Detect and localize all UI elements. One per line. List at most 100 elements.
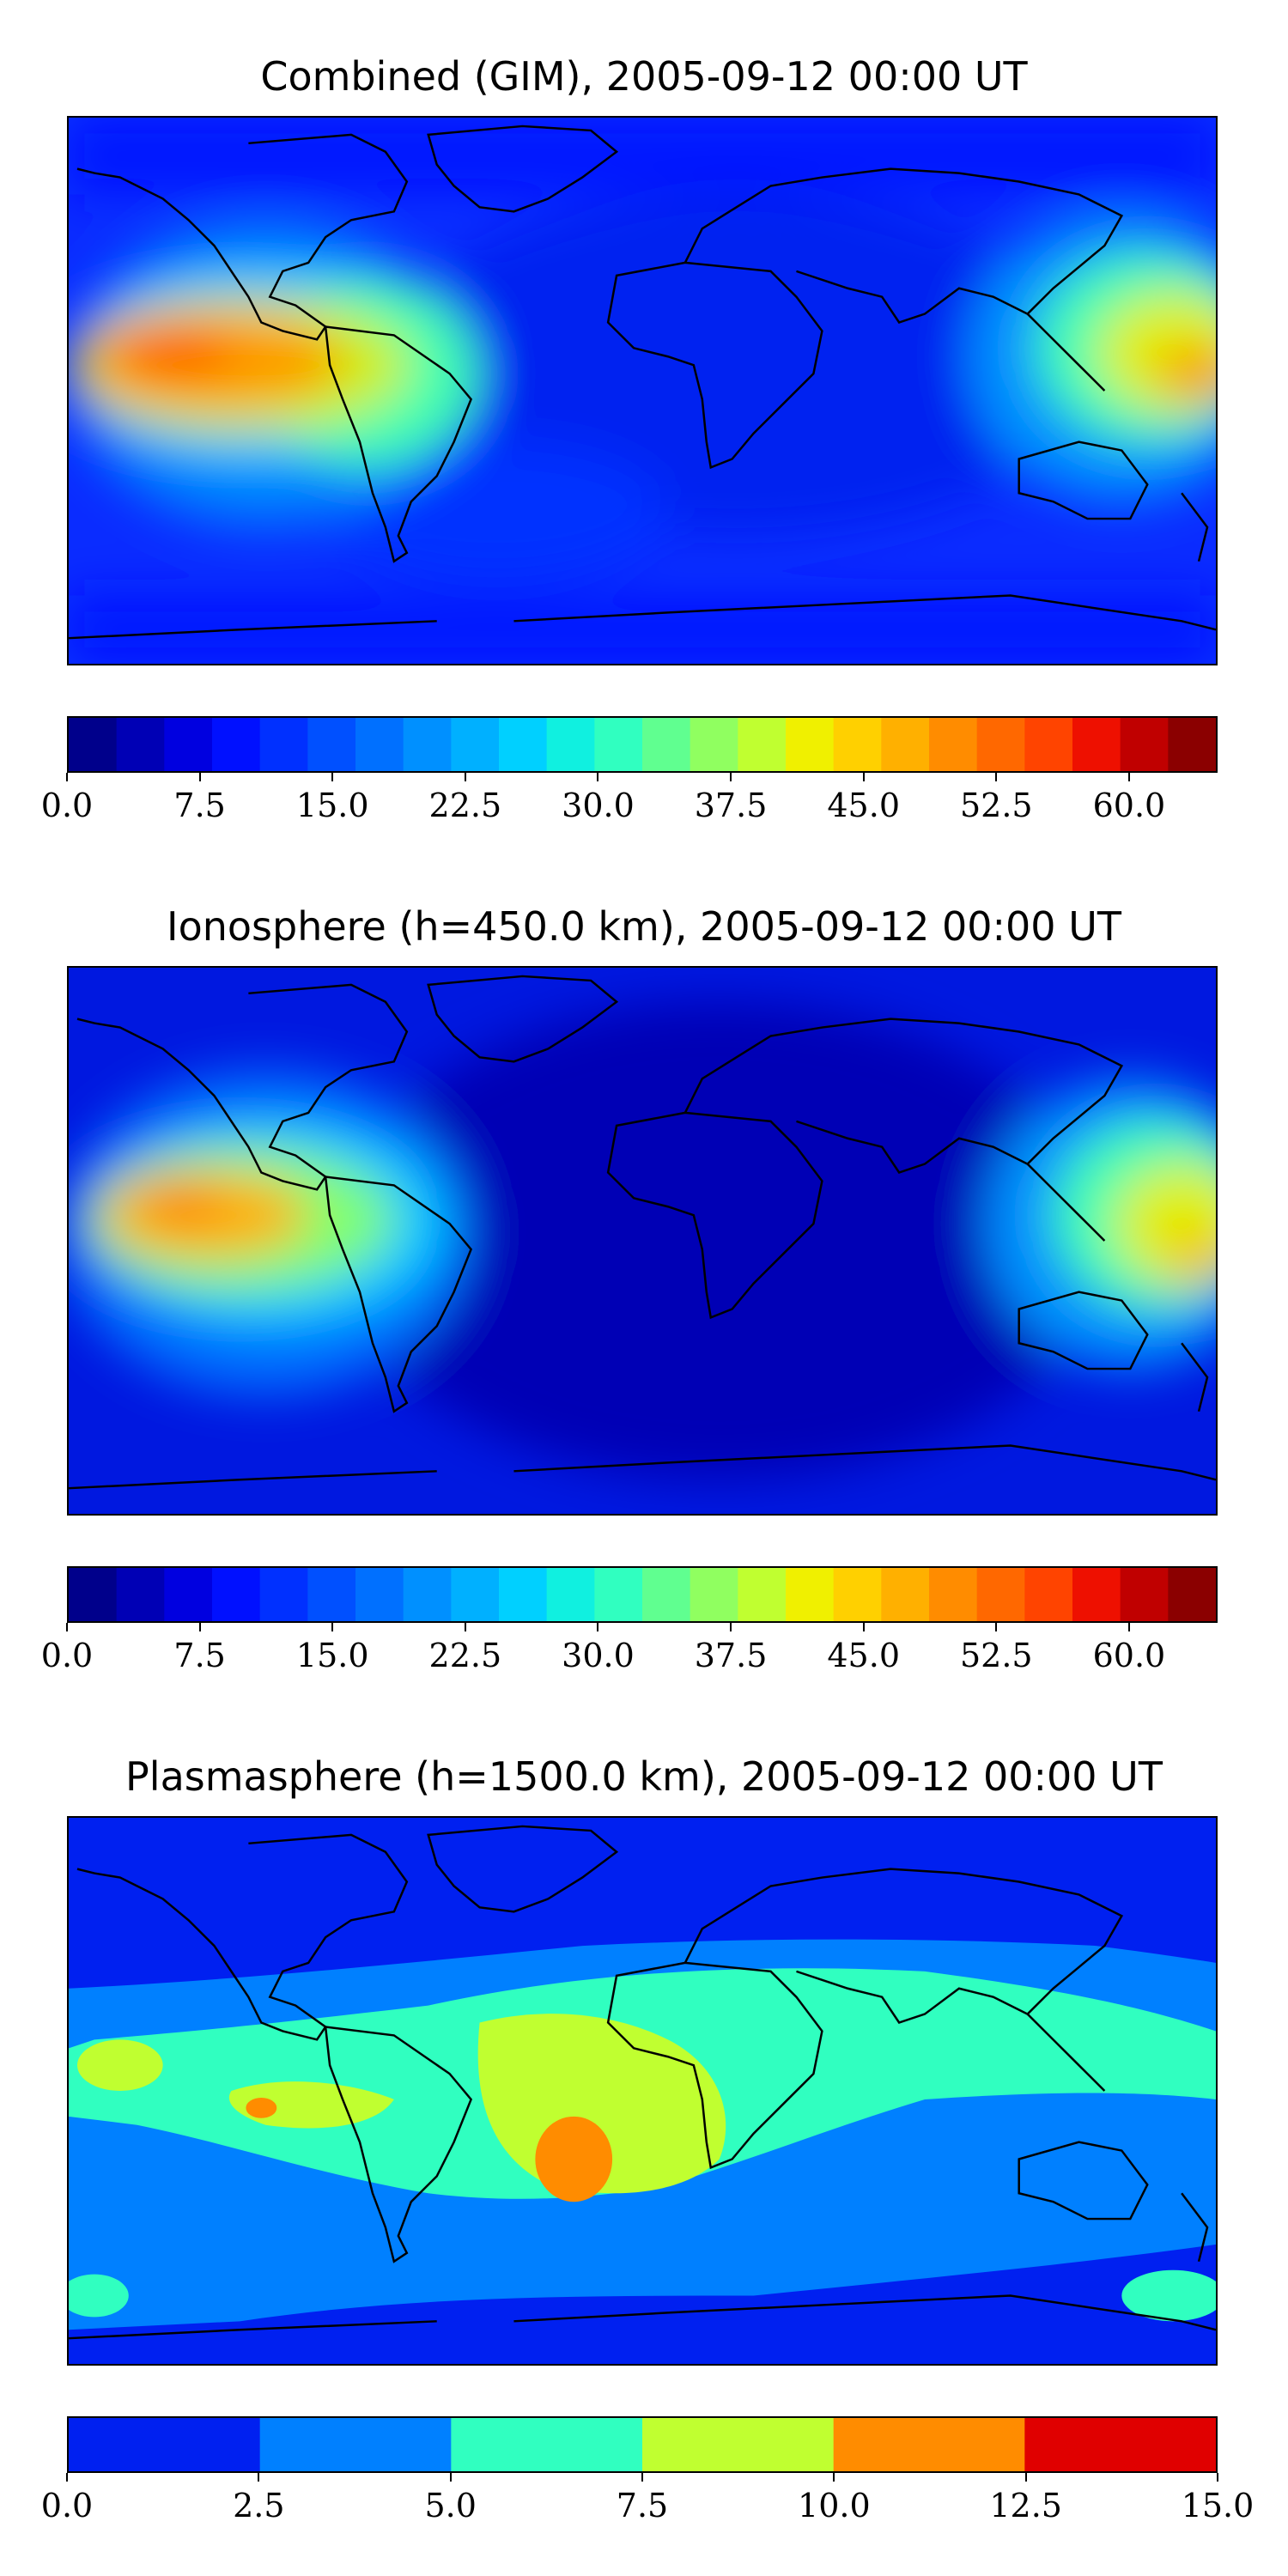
colorbar-segment <box>499 718 548 771</box>
colorbar-tick-label: 45.0 <box>827 787 900 824</box>
colorbar-tick-mark <box>258 2473 260 2482</box>
colorbar-ticks-plasmasphere: 0.0 2.5 5.0 7.5 10.0 12.5 15.0 <box>41 2473 1254 2524</box>
colorbar-segment <box>738 718 787 771</box>
colorbar-tick-label: 60.0 <box>1092 787 1166 824</box>
colorbar-tick-mark <box>1127 1623 1130 1631</box>
colorbar-plasmasphere <box>67 2416 1218 2473</box>
colorbar-tick-label: 5.0 <box>424 2487 477 2524</box>
colorbar-segment <box>976 718 1025 771</box>
colorbar-tick-label: 52.5 <box>959 1637 1033 1674</box>
colorbar-segment <box>929 1568 978 1621</box>
colorbar-tick-label: 60.0 <box>1092 1637 1166 1674</box>
colorbar-segment <box>546 1568 595 1621</box>
colorbar-segment <box>594 718 643 771</box>
colorbar-tick-mark <box>1024 2473 1027 2482</box>
colorbar-segment <box>355 718 404 771</box>
colorbar-tick-label: 10.0 <box>798 2487 871 2524</box>
colorbar-tick-mark <box>641 2473 643 2482</box>
colorbar-tick-mark <box>833 2473 835 2482</box>
colorbar-segment <box>69 2418 261 2471</box>
colorbar-segment <box>690 718 738 771</box>
colorbar-segment <box>307 718 356 771</box>
colorbar-segment <box>881 718 930 771</box>
colorbar-segment <box>307 1568 356 1621</box>
colorbar-segment <box>451 718 500 771</box>
colorbar-segment <box>69 718 118 771</box>
colorbar-tick-mark <box>66 773 68 781</box>
colorbar-tick-label: 22.5 <box>428 787 502 824</box>
colorbar-gradient-combined <box>69 718 1216 771</box>
colorbar-tick-mark <box>66 1623 68 1631</box>
colorbar-segment <box>786 1568 835 1621</box>
map-title-ionosphere: Ionosphere (h=450.0 km), 2005-09-12 00:0… <box>167 903 1121 950</box>
colorbar-segment <box>116 1568 165 1621</box>
colorbar-tick-label: 52.5 <box>959 787 1033 824</box>
colorbar-tick-label: 15.0 <box>295 787 369 824</box>
tec-map-ionosphere <box>69 968 1216 1514</box>
colorbar-tick-mark <box>730 1623 732 1631</box>
colorbar-tick-mark <box>331 773 334 781</box>
colorbar-tick-label: 0.0 <box>40 787 94 824</box>
colorbar-tick-label: 0.0 <box>40 2487 94 2524</box>
colorbar-segment <box>833 718 882 771</box>
colorbar-tick-label: 30.0 <box>562 787 635 824</box>
colorbar-tick-label: 15.0 <box>1181 2487 1255 2524</box>
colorbar-segment <box>69 1568 118 1621</box>
colorbar-ticks-ionosphere: 0.0 7.5 15.0 22.5 30.0 37.5 45.0 52.5 60.0 <box>41 1623 1218 1674</box>
colorbar-tick-mark <box>331 1623 334 1631</box>
colorbar-tick-mark <box>66 2473 68 2482</box>
colorbar-segment <box>164 718 213 771</box>
colorbar-segment <box>642 2418 835 2471</box>
map-plasmasphere <box>67 1816 1218 2366</box>
colorbar-tick-label: 30.0 <box>562 1637 635 1674</box>
colorbar-gradient-ionosphere <box>69 1568 1216 1621</box>
colorbar-tick-label: 0.0 <box>40 1637 94 1674</box>
colorbar-segment <box>690 1568 738 1621</box>
colorbar-segment <box>976 1568 1025 1621</box>
colorbar-tick-label: 37.5 <box>694 787 768 824</box>
colorbar-tick-mark <box>862 773 865 781</box>
colorbar-tick-label: 45.0 <box>827 1637 900 1674</box>
colorbar-segment <box>212 718 261 771</box>
colorbar-segment <box>594 1568 643 1621</box>
colorbar-tick-mark <box>449 2473 452 2482</box>
colorbar-tick-label: 12.5 <box>989 2487 1062 2524</box>
map-title-plasmasphere: Plasmasphere (h=1500.0 km), 2005-09-12 0… <box>125 1753 1163 1800</box>
colorbar-tick-mark <box>464 1623 466 1631</box>
coastlines <box>69 975 1216 1490</box>
colorbar-tick-mark <box>1217 2473 1218 2482</box>
colorbar-segment <box>929 718 978 771</box>
colorbar-tick-mark <box>862 1623 865 1631</box>
colorbar-tick-mark <box>1127 773 1130 781</box>
colorbar-segment <box>1024 718 1073 771</box>
colorbar-segment <box>212 1568 261 1621</box>
colorbar-tick-mark <box>198 1623 201 1631</box>
colorbar-ionosphere <box>67 1566 1218 1623</box>
colorbar-tick-label: 2.5 <box>233 2487 285 2524</box>
colorbar-segment <box>451 1568 500 1621</box>
colorbar-segment <box>1120 718 1169 771</box>
colorbar-tick-mark <box>995 773 998 781</box>
tec-map-combined <box>69 118 1216 664</box>
colorbar-segment <box>164 1568 213 1621</box>
colorbar-tick-label: 7.5 <box>173 787 226 824</box>
colorbar-tick-label: 7.5 <box>173 1637 226 1674</box>
colorbar-tick-mark <box>730 773 732 781</box>
colorbar-tick-mark <box>597 1623 599 1631</box>
colorbar-segment <box>1024 1568 1073 1621</box>
colorbar-segment <box>1168 718 1216 771</box>
colorbar-gradient-plasmasphere <box>69 2418 1216 2471</box>
colorbar-combined <box>67 716 1218 773</box>
coastlines <box>69 1825 1216 2340</box>
colorbar-tick-mark <box>198 773 201 781</box>
map-title-combined: Combined (GIM), 2005-09-12 00:00 UT <box>260 53 1028 100</box>
coastlines <box>69 125 1216 640</box>
colorbar-tick-mark <box>995 1623 998 1631</box>
colorbar-segment <box>259 2418 452 2471</box>
colorbar-segment <box>1072 1568 1121 1621</box>
colorbar-segment <box>833 2418 1025 2471</box>
colorbar-segment <box>403 718 452 771</box>
colorbar-segment <box>881 1568 930 1621</box>
colorbar-segment <box>259 718 308 771</box>
colorbar-tick-label: 37.5 <box>694 1637 768 1674</box>
